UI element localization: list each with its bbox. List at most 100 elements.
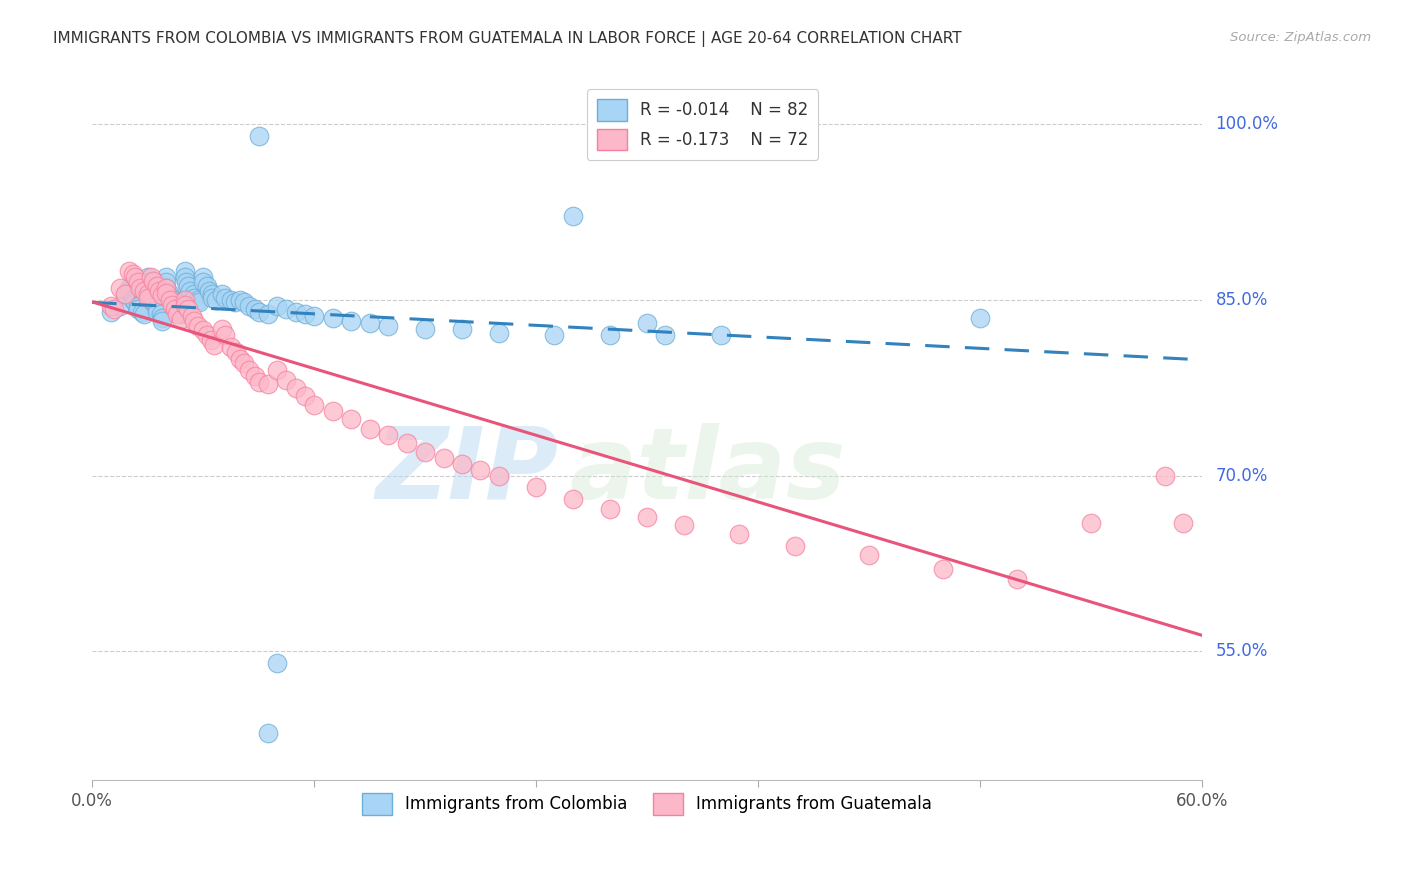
Text: 85.0%: 85.0% [1216, 291, 1268, 309]
Point [132, 284, 155, 298]
Point [224, 295, 246, 310]
Point [136, 287, 159, 301]
Point [201, 291, 224, 305]
Point [173, 264, 195, 278]
Point [211, 322, 233, 336]
Point [266, 299, 288, 313]
Point [524, 480, 547, 494]
Point [177, 302, 200, 317]
Point [932, 562, 955, 576]
Point [162, 293, 184, 307]
Point [377, 318, 399, 333]
Point [413, 322, 436, 336]
Point [302, 399, 325, 413]
Point [232, 356, 254, 370]
Point [284, 304, 307, 318]
Point [118, 284, 141, 298]
Point [108, 281, 131, 295]
Point [142, 274, 165, 288]
Point [451, 457, 474, 471]
Point [129, 281, 152, 295]
Text: 70.0%: 70.0% [1216, 467, 1268, 484]
Point [195, 328, 218, 343]
Point [160, 291, 183, 305]
Point [127, 302, 149, 317]
Point [302, 310, 325, 324]
Point [561, 209, 583, 223]
Point [114, 287, 136, 301]
Point [256, 307, 278, 321]
Point [155, 285, 177, 300]
Point [173, 298, 195, 312]
Point [155, 276, 177, 290]
Point [243, 302, 266, 317]
Point [136, 269, 159, 284]
Point [197, 284, 219, 298]
Point [359, 422, 381, 436]
Point [451, 322, 474, 336]
Point [470, 463, 492, 477]
Point [114, 287, 136, 301]
Point [167, 304, 190, 318]
Point [202, 337, 225, 351]
Point [211, 287, 233, 301]
Point [165, 302, 187, 317]
Point [322, 404, 344, 418]
Point [238, 363, 260, 377]
Point [170, 311, 193, 326]
Point [146, 279, 169, 293]
Point [266, 656, 288, 670]
Point [200, 333, 222, 347]
Point [155, 281, 177, 295]
Point [152, 310, 174, 325]
Point [284, 381, 307, 395]
Point [276, 373, 298, 387]
Point [294, 307, 316, 321]
Point [395, 436, 418, 450]
Point [173, 293, 195, 307]
Point [543, 328, 565, 343]
Point [340, 314, 363, 328]
Point [132, 307, 155, 321]
Point [152, 288, 174, 302]
Point [127, 276, 149, 290]
Text: 100.0%: 100.0% [1216, 115, 1278, 133]
Point [166, 302, 188, 317]
Point [191, 323, 214, 337]
Point [124, 269, 146, 284]
Point [188, 295, 211, 310]
Point [1153, 468, 1175, 483]
Point [783, 539, 806, 553]
Point [214, 291, 236, 305]
Point [195, 279, 218, 293]
Point [148, 284, 170, 298]
Point [561, 492, 583, 507]
Legend: Immigrants from Colombia, Immigrants from Guatemala: Immigrants from Colombia, Immigrants fro… [352, 783, 942, 825]
Point [858, 549, 880, 563]
Text: Source: ZipAtlas.com: Source: ZipAtlas.com [1230, 31, 1371, 45]
Point [179, 284, 201, 298]
Point [166, 307, 188, 321]
Point [636, 317, 658, 331]
Point [636, 509, 658, 524]
Text: IMMIGRANTS FROM COLOMBIA VS IMMIGRANTS FROM GUATEMALA IN LABOR FORCE | AGE 20-64: IMMIGRANTS FROM COLOMBIA VS IMMIGRANTS F… [53, 31, 962, 47]
Point [205, 293, 228, 307]
Point [191, 276, 214, 290]
Point [136, 281, 159, 295]
Point [219, 340, 242, 354]
Point [1005, 572, 1028, 586]
Point [432, 451, 454, 466]
Point [229, 293, 252, 307]
Point [173, 269, 195, 284]
Point [247, 375, 270, 389]
Point [177, 279, 200, 293]
Point [187, 293, 209, 307]
Point [247, 128, 270, 143]
Point [108, 299, 131, 313]
Point [142, 295, 165, 310]
Point [152, 314, 174, 328]
Point [183, 287, 205, 301]
Point [159, 287, 181, 301]
Point [232, 295, 254, 310]
Point [124, 295, 146, 310]
